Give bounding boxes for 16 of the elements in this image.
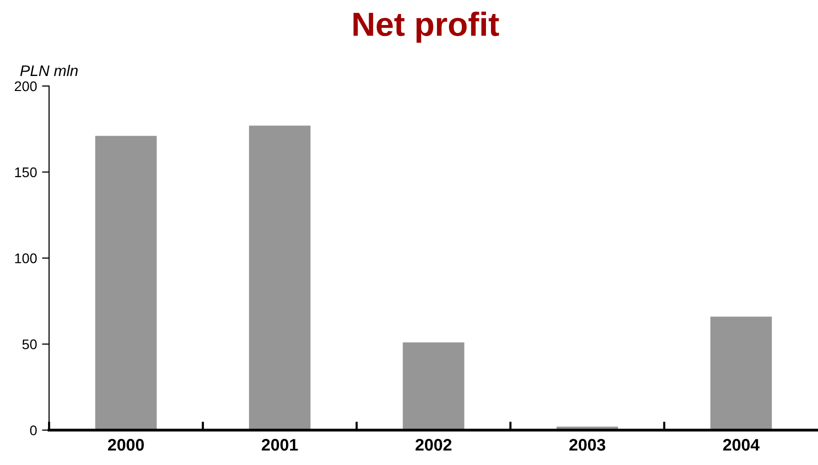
- chart-title: Net profit: [354, 12, 500, 43]
- y-tick-label: 0: [30, 425, 37, 436]
- x-tick-label: 2003: [569, 438, 606, 451]
- y-tick-label: 150: [15, 167, 37, 178]
- x-tick-label: 2000: [108, 438, 144, 451]
- bar: [95, 136, 157, 430]
- bar: [249, 126, 311, 430]
- bar: [710, 316, 772, 430]
- y-tick-label: 50: [22, 339, 37, 350]
- bar: [402, 342, 464, 430]
- x-tick-label: 2002: [416, 438, 452, 451]
- y-axis-title: PLN mln: [20, 64, 78, 76]
- y-tick-label: 200: [14, 81, 37, 92]
- y-tick-label: 100: [15, 253, 37, 264]
- x-tick-label: 2001: [262, 438, 298, 451]
- x-tick-label: 2004: [723, 438, 760, 451]
